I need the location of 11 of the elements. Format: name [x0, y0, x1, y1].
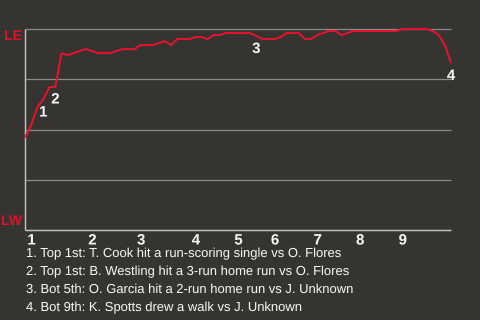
text: 2. Top 1st: B. Westling hit a 3-run home run vs O. Flores — [26, 262, 350, 280]
text: 3. Bot 5th: O. Garcia hit a 2-run home run vs J. Unknown — [26, 280, 354, 298]
annotation: 2 — [51, 90, 60, 108]
x-tick-label: 9 — [398, 232, 407, 248]
annotation: 1 — [39, 103, 48, 120]
x-tick-label: 8 — [356, 232, 364, 248]
text: LW — [1, 212, 23, 228]
text: 4. Bot 9th: K. Spotts drew a walk vs J. Unknown — [26, 298, 304, 316]
annotation: 4 — [446, 67, 456, 84]
text: LE — [4, 27, 22, 43]
annotation: 3 — [252, 40, 260, 57]
